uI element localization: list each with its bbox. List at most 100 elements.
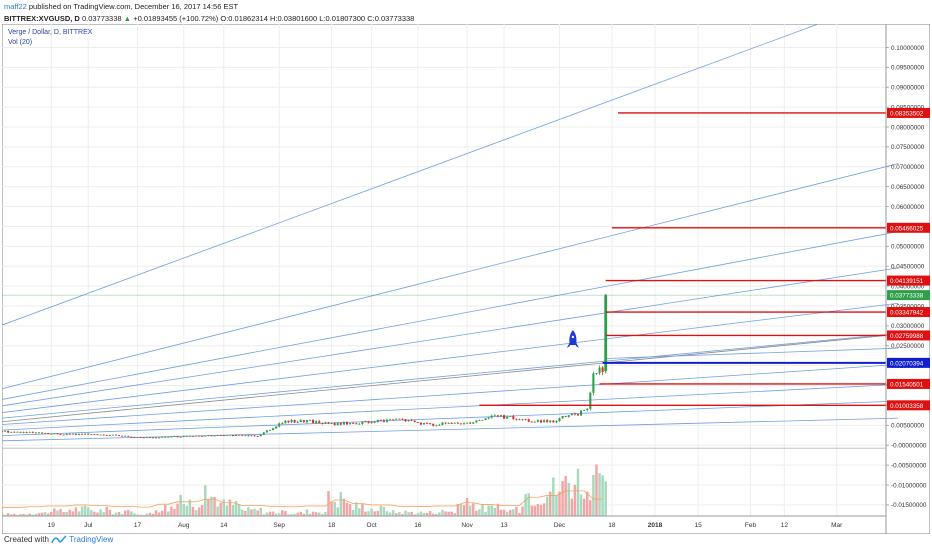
volume-bar — [176, 503, 179, 516]
price-tick-label: 0.08500000 — [891, 104, 925, 111]
candle-body — [219, 435, 222, 436]
price-label-text: 0.05466025 — [890, 225, 924, 232]
fan-line — [2, 364, 899, 425]
footer: Created with TradingView — [4, 535, 113, 545]
volume-bar — [579, 494, 583, 516]
candle-body — [77, 433, 81, 435]
candle-body — [188, 435, 191, 437]
candle-body — [111, 434, 114, 436]
volume-bar — [244, 510, 247, 516]
volume-bar — [188, 499, 192, 516]
volume-bar — [539, 504, 543, 516]
volume-bar — [330, 501, 333, 516]
volume-bar — [277, 513, 281, 516]
candle-body — [25, 432, 28, 433]
price-chart[interactable]: 0.10000000 0.09500000 0.09000000 0.08500000… — [2, 24, 930, 534]
volume-bar — [102, 512, 105, 516]
candle-body — [576, 414, 580, 416]
volume-bar — [336, 507, 339, 516]
volume-bar — [379, 505, 383, 516]
candle-body — [293, 420, 296, 423]
fan-line — [2, 302, 899, 413]
candle-body — [256, 436, 259, 438]
volume-legend[interactable]: Vol (20) — [8, 39, 33, 46]
volume-bar — [505, 511, 509, 516]
candle-body — [164, 436, 167, 438]
rocket-icon — [566, 329, 579, 348]
candle-body — [358, 423, 361, 425]
volume-bar — [164, 504, 167, 516]
candle-body — [154, 437, 158, 439]
candle-body — [586, 408, 589, 411]
price-label-box — [887, 275, 930, 286]
volume-bar — [465, 497, 469, 516]
candle-body — [71, 433, 74, 435]
volume-bar — [225, 505, 229, 516]
candle-body — [389, 419, 392, 421]
price-label-box — [887, 222, 930, 233]
volume-bar — [404, 510, 407, 516]
price-tick-label: 0.05000000 — [891, 244, 925, 251]
candle-body — [518, 419, 521, 421]
volume-bar — [595, 464, 598, 516]
candle-body — [121, 435, 124, 437]
volume-bar — [515, 506, 518, 516]
candle-body — [231, 434, 235, 436]
volume-bar — [530, 505, 534, 516]
volume-bar — [10, 514, 13, 516]
volume-bar — [382, 506, 386, 516]
price-label-text: 0.02759988 — [890, 333, 924, 340]
volume-bar — [589, 500, 592, 516]
volume-bar — [431, 513, 435, 516]
chart-border — [2, 24, 930, 534]
volume-bar — [250, 509, 253, 516]
price-levels — [2, 112, 886, 407]
volume-bar — [170, 506, 173, 516]
publish-line: maff22 published on TradingView.com, Dec… — [4, 2, 238, 11]
candle-body — [198, 435, 201, 437]
price-label-box — [887, 307, 930, 318]
volume-bar — [194, 510, 198, 516]
volume-bar — [324, 511, 327, 516]
candle-body — [59, 433, 62, 435]
volume-bar — [90, 510, 93, 516]
symbol-legend[interactable]: Verge / Dollar, D, BITTREX — [8, 29, 93, 36]
candle-body — [225, 434, 228, 436]
price-label-text: 0.03773338 — [890, 293, 924, 300]
candle-body — [244, 435, 247, 437]
candle-body — [339, 423, 342, 425]
candle-body — [19, 431, 22, 433]
candle-body — [484, 418, 487, 420]
candle-body — [589, 392, 592, 409]
volume-bar — [222, 499, 226, 516]
volume-bar — [398, 512, 401, 516]
candle-body — [250, 435, 253, 437]
candle-body — [284, 420, 287, 424]
volume-bar — [545, 496, 549, 516]
price-label-text: 0.08353502 — [890, 110, 924, 117]
author-link[interactable]: maff22 — [4, 2, 27, 11]
volume-bar — [234, 500, 238, 516]
chart-area[interactable]: 0.10000000 0.09500000 0.09000000 0.08500000… — [2, 24, 930, 534]
volume-bar — [87, 507, 90, 516]
price-label-text: 0.02070394 — [890, 360, 924, 367]
volume-ma-line — [2, 490, 603, 508]
tradingview-logo-icon — [51, 535, 67, 544]
tradingview-brand[interactable]: TradingView — [69, 535, 114, 545]
candle-body — [13, 431, 16, 433]
volume-bar — [200, 505, 204, 516]
candle-body — [367, 421, 370, 424]
candle-body — [395, 418, 398, 420]
volume-bar — [321, 514, 324, 516]
volume-bar — [499, 509, 503, 516]
volume-bar — [284, 511, 287, 516]
candle-body — [34, 432, 37, 434]
volume-bar — [191, 506, 195, 516]
candle-body — [543, 420, 546, 423]
time-tick-label: Jul — [84, 522, 93, 529]
volume-bar — [256, 510, 259, 516]
volume-bar — [549, 491, 552, 516]
volume-bar — [281, 510, 284, 516]
candle-body — [478, 420, 481, 421]
candle-body — [441, 422, 444, 425]
